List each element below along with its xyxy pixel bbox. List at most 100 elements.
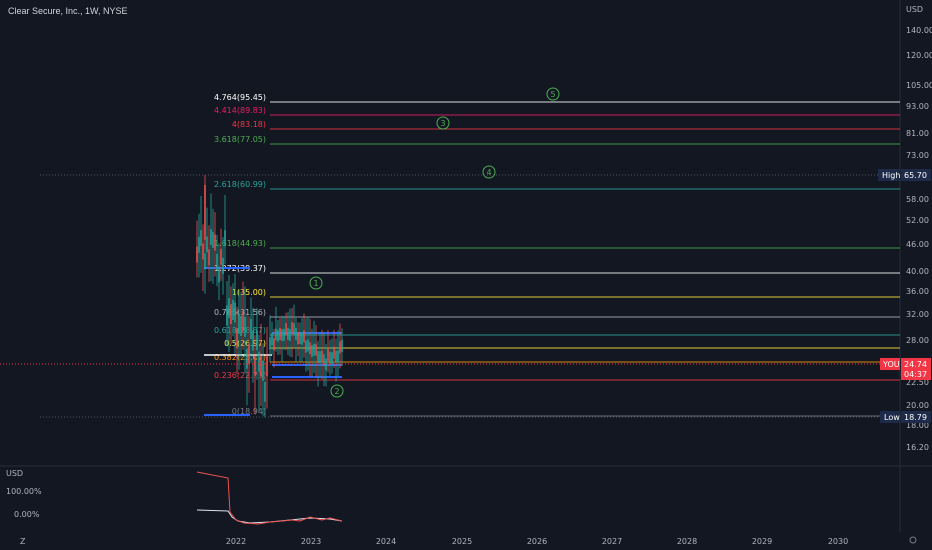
fib-level-label: 0.236(22.73) — [214, 371, 266, 380]
low-tag — [880, 411, 900, 423]
price-tick: 18.00 — [906, 421, 929, 430]
fib-level-label: 0.382(25.07) — [214, 353, 266, 362]
candle-body — [333, 346, 335, 359]
lower-pane-red-line — [196, 471, 343, 525]
candle-body — [242, 311, 244, 332]
candle-body — [256, 330, 258, 351]
candle-body — [319, 351, 321, 364]
candle-body — [283, 328, 285, 341]
wave-marker-circle[interactable] — [309, 276, 323, 290]
price-tick: 105.00 — [906, 81, 932, 90]
price-tick: 73.00 — [906, 151, 929, 160]
candle-body — [341, 339, 343, 352]
candle-body — [252, 330, 254, 351]
low-value-tag — [901, 411, 931, 423]
candle-body — [204, 185, 206, 240]
candle-body — [218, 266, 220, 283]
candle-body — [321, 350, 323, 363]
wave-marker-label: 1 — [313, 279, 318, 288]
time-tick: 2024 — [376, 537, 396, 546]
high-marker: High 65.70 — [40, 169, 931, 181]
wave-marker-circle[interactable] — [546, 87, 560, 101]
candle-body — [325, 358, 327, 371]
settings-icon[interactable] — [909, 536, 917, 544]
candle-body — [216, 253, 218, 270]
candle-body — [238, 313, 240, 334]
fib-level-label: 2.618(60.99) — [214, 180, 266, 189]
wave-marker-label: 5 — [550, 90, 555, 99]
candle-body — [214, 234, 216, 251]
candle-body — [250, 318, 252, 339]
price-tick: 20.00 — [906, 401, 929, 410]
high-value-tag — [901, 169, 931, 181]
candle-body — [311, 345, 313, 358]
timezone-icon[interactable]: Z — [20, 537, 26, 546]
current-value-tag — [901, 358, 931, 380]
price-tick: 40.00 — [906, 267, 929, 276]
candle-body — [210, 229, 212, 246]
candle-body — [327, 348, 329, 361]
candle-body — [323, 354, 325, 367]
candle-body — [220, 248, 222, 265]
candle-body — [240, 316, 242, 337]
high-tag — [878, 169, 900, 181]
price-tick: 32.00 — [906, 310, 929, 319]
candle-body — [277, 329, 279, 342]
elliott-wave-drawing[interactable]: 1 2 3 4 5 — [309, 87, 560, 398]
price-tick: 58.00 — [906, 195, 929, 204]
lower-pane-tick-100: 100.00% — [6, 487, 42, 496]
fib-level-label: 1(35.00) — [232, 288, 266, 297]
lower-pane-tick-0: 0.00% — [14, 510, 40, 519]
price-tick: 120.00 — [906, 51, 932, 60]
candle-body — [244, 316, 246, 337]
candle-body — [275, 328, 277, 341]
candle-body — [291, 322, 293, 335]
fib-level-label: 3.618(77.05) — [214, 135, 266, 144]
candle-body — [329, 351, 331, 364]
candle-body — [335, 350, 337, 363]
candle-body — [273, 338, 275, 351]
price-tick: 28.00 — [906, 336, 929, 345]
high-value: 65.70 — [904, 171, 927, 180]
bar-countdown: 04:37 — [904, 370, 927, 379]
candle-body — [293, 323, 295, 336]
currency-label: USD — [906, 5, 923, 14]
fib-level-label: 0(18.94) — [232, 407, 266, 416]
time-tick: 2023 — [301, 537, 321, 546]
fib-level-label: 0.618(28.87) — [214, 326, 266, 335]
candle-body — [331, 352, 333, 365]
wave-marker-circle[interactable] — [436, 116, 450, 130]
candle-body — [309, 342, 311, 355]
price-tick: 93.00 — [906, 102, 929, 111]
candle-body — [315, 343, 317, 356]
candle-body — [281, 329, 283, 342]
candle-body — [254, 355, 256, 376]
candle-body — [264, 381, 266, 402]
wave-marker-label: 4 — [486, 168, 491, 177]
price-tick: 52.00 — [906, 216, 929, 225]
fib-level-label: 4.764(95.45) — [214, 93, 266, 102]
time-axis[interactable]: 2022 2023 2024 2025 2026 2027 2028 2029 2030 — [226, 537, 848, 546]
candle-body — [303, 330, 305, 343]
wave-marker-circle[interactable] — [330, 384, 344, 398]
candle-body — [337, 350, 339, 363]
price-axis[interactable]: 140.00 120.00 105.00 93.00 81.00 73.00 58.00 52… — [906, 26, 932, 452]
candle-body — [226, 305, 228, 326]
candle-body — [198, 236, 200, 253]
time-tick: 2026 — [527, 537, 547, 546]
candle-body — [196, 246, 198, 263]
candle-body — [297, 332, 299, 345]
candle-body — [313, 343, 315, 356]
time-tick: 2025 — [452, 537, 472, 546]
candle-body — [271, 333, 273, 346]
wave-marker-label: 2 — [334, 387, 339, 396]
candle-body — [208, 249, 210, 266]
candle-body — [289, 328, 291, 341]
candle-body — [266, 356, 268, 377]
candle-body — [285, 323, 287, 336]
candle-body — [295, 327, 297, 340]
candle-body — [339, 341, 341, 354]
wave-marker-circle[interactable] — [482, 165, 496, 179]
candle-body — [200, 230, 202, 247]
